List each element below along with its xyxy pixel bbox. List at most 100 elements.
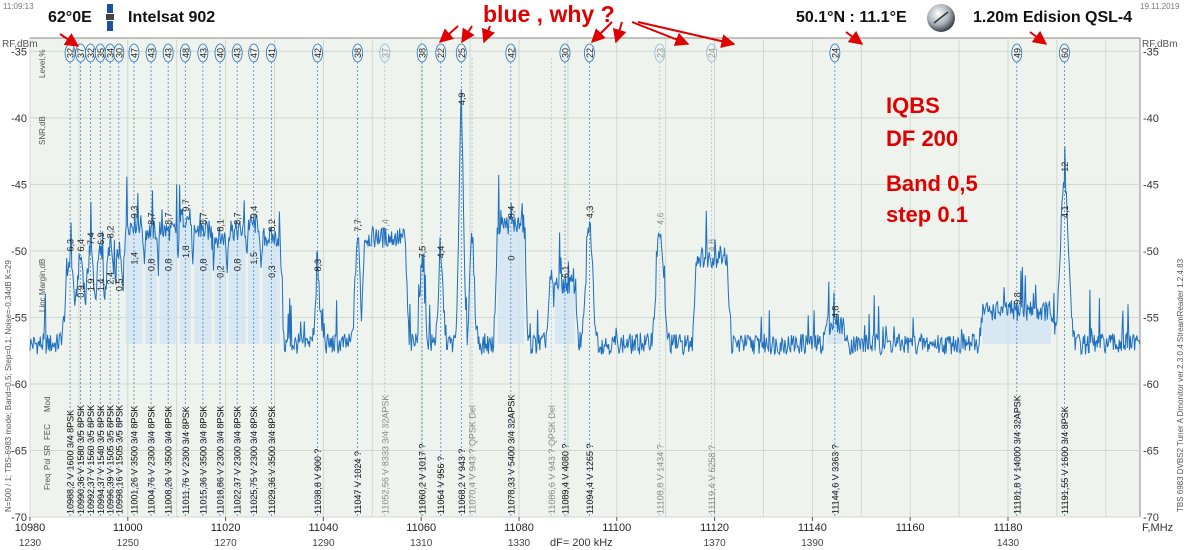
dish-icon	[926, 3, 956, 33]
carrier-info: 11119,4 V 6258 ?	[707, 445, 717, 514]
carrier-info: 11060,2 V 1017 ?	[418, 444, 428, 514]
carrier-info: 11025,75 V 2300 3/4 8PSK	[249, 406, 259, 514]
level-value: 43	[147, 48, 157, 58]
level-bubble	[231, 43, 243, 63]
margin-value: 8,2	[267, 219, 277, 232]
fec-row-label: FEC	[43, 424, 52, 440]
level-value: 22	[436, 48, 446, 58]
level-bubble	[265, 43, 277, 63]
carrier-info: 11022,37 V 2300 3/4 8PSK	[233, 406, 243, 514]
carrier-markers	[69, 58, 1065, 517]
margin-value: 12	[1060, 162, 1070, 172]
right-side-info: TBS 6983 DVBS2 Tuner A Dmonitor ver.2.3.…	[1176, 258, 1185, 512]
carrier-info: 11144,6 V 3363 ?	[830, 444, 840, 514]
level-value: 49	[1012, 48, 1022, 58]
x-tick-label: 11040	[309, 522, 339, 534]
level-bubble	[248, 43, 260, 63]
carrier-info: 11086,6 V 943 ? QPSK Del	[547, 405, 557, 514]
spectrum-trace	[29, 89, 1141, 356]
level-bubble	[162, 43, 174, 63]
carrier-fill	[248, 224, 260, 345]
margin-value: 7,4	[380, 219, 390, 232]
margin-value: 4,4	[436, 246, 446, 259]
margin-value: 8,7	[233, 212, 243, 225]
carrier-fill	[497, 224, 525, 345]
pol-row-label: Pol	[43, 458, 52, 470]
level-bubble	[312, 43, 323, 63]
satellite-position: 62°0E	[48, 9, 92, 26]
x-tick-label: 11080	[504, 522, 534, 534]
if-tick-label: 1330	[508, 538, 531, 549]
carrier-info: 11029,36 V 3500 3/4 8PSK	[267, 406, 277, 514]
rf-label-right: RF,dBm	[1142, 39, 1178, 50]
snr-row-label: SNR,dB	[38, 116, 47, 145]
x-tick-label: 10980	[15, 522, 46, 534]
y-tick-label-left: -40	[11, 113, 27, 125]
level-value: 47	[129, 48, 139, 58]
snr-value: 0,2	[216, 265, 226, 278]
x-tick-label: 11120	[700, 522, 729, 534]
y-tick-label-right: -45	[1143, 179, 1159, 191]
level-bubble	[435, 43, 447, 63]
carrier-info: 11004,76 V 2300 3/4 8PSK	[147, 406, 157, 514]
carrier-info: 11015,36 V 3500 3/4 8PSK	[198, 406, 208, 514]
level-bubble	[654, 43, 666, 63]
carrier-info: 11191,55 V 1600 3/4 8PSK	[1060, 406, 1070, 514]
x-tick-label: 11100	[602, 522, 631, 534]
annotation-line-2: DF 200	[886, 126, 958, 151]
margin-value: 7,4	[86, 232, 96, 245]
margin-value: 8,4	[506, 206, 516, 219]
carrier-info: 11001,26 V 3500 3/4 8PSK	[129, 406, 139, 514]
satellite-name: Intelsat 902	[128, 9, 216, 26]
level-bubble	[179, 43, 191, 63]
y-tick-label-left: -70	[11, 512, 27, 524]
level-bubble	[197, 43, 209, 63]
y-tick-label-left: -35	[11, 46, 27, 58]
carrier-info: 11078,33 V 5400 3/4 32APSK	[506, 395, 516, 514]
satellite-icon	[103, 4, 117, 32]
level-value: 48	[181, 48, 191, 58]
level-bubble	[584, 43, 595, 63]
level-value: 47	[249, 48, 259, 58]
level-bubble	[379, 43, 391, 63]
level-value: 40	[216, 48, 226, 58]
level-value: 23	[655, 48, 665, 58]
margin-value: 4,6	[655, 212, 665, 225]
margin-value: 6,3	[66, 239, 76, 252]
snr-value: 1,4	[96, 279, 106, 292]
margin-value: 9,8	[1012, 292, 1022, 305]
carrier-info: 10994,37 V 1540 3/5 8PSK	[96, 405, 106, 514]
carrier-info: 10990,36 V 1580 3/5 8PSK	[76, 405, 86, 514]
level-value: 42	[506, 48, 516, 58]
snr-value: 0,3	[267, 265, 277, 278]
y-tick-label-left: -65	[11, 445, 27, 457]
margin-value: 6,1	[560, 266, 570, 279]
if-tick-label: 1370	[703, 538, 726, 549]
margin-value: 8,7	[147, 212, 157, 225]
level-value: 41	[267, 48, 277, 58]
carrier-info-labels: 10988,2 V 1600 3/4 8PSK 10990,36 V 1580 3…	[66, 395, 1070, 514]
header-date: 19.11.2019	[1140, 2, 1180, 11]
level-value: 32	[86, 48, 96, 58]
level-value: 42	[313, 48, 323, 58]
carrier-info: 11047 V 1024 ?	[353, 451, 363, 514]
level-value: 60	[1060, 48, 1070, 58]
level-value: 30	[114, 48, 124, 58]
snr-value: 2,4	[106, 272, 116, 285]
level-row-label: Level,%	[38, 50, 47, 78]
freq-row-label: Freq	[43, 474, 52, 490]
level-value: 24	[707, 48, 717, 58]
y-tick-label-left: -50	[11, 246, 27, 258]
level-value: 30	[560, 48, 570, 58]
x-tick-label: 11000	[113, 522, 143, 534]
level-value: 24	[830, 48, 840, 58]
margin-value: 8,3	[313, 259, 323, 272]
level-bubble	[455, 43, 467, 63]
level-value: 37	[76, 48, 86, 58]
level-bubble	[829, 43, 841, 63]
y-tick-label-right: -60	[1143, 379, 1159, 391]
if-tick-label: 1290	[312, 538, 335, 549]
x-tick-label: 11060	[406, 522, 436, 534]
y-tick-label-right: -55	[1143, 312, 1159, 324]
